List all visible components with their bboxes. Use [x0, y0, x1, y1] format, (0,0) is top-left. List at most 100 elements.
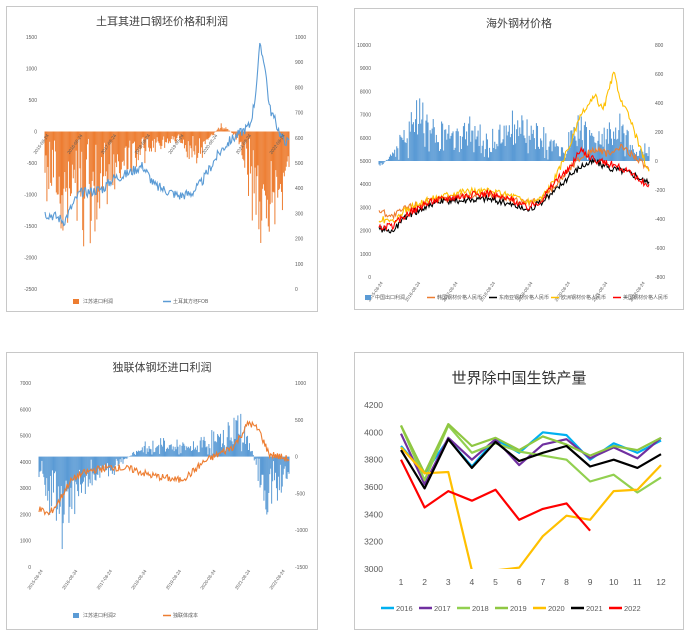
bar-mark: [121, 131, 123, 162]
bar-mark: [98, 456, 100, 469]
bar-mark: [137, 131, 139, 161]
bar-mark: [158, 131, 160, 144]
bar-mark: [496, 143, 498, 161]
legend-label: 欧洲钢材价格人民币: [561, 294, 606, 301]
bar-mark: [561, 147, 564, 161]
bar-mark: [159, 453, 161, 457]
bar-mark: [459, 136, 461, 161]
bar-mark: [623, 133, 625, 161]
bar-mark: [125, 456, 127, 459]
bar-mark: [205, 447, 207, 457]
y-left-tick-label: 5000: [360, 159, 371, 165]
bar-mark: [183, 443, 185, 457]
y-right-tick-label: 200: [655, 130, 664, 136]
bar-mark: [155, 447, 157, 457]
bar-mark: [503, 125, 505, 161]
bar-mark: [441, 121, 443, 161]
bar-mark: [144, 131, 146, 164]
y-left-tick-label: 8000: [360, 89, 371, 95]
bar-mark: [418, 123, 420, 161]
bar-mark: [638, 155, 640, 161]
bar-mark: [263, 131, 265, 185]
chart-title: 海外钢材价格: [486, 18, 552, 30]
bar-mark: [212, 131, 214, 136]
bar-mark: [406, 138, 408, 161]
bar-mark: [577, 115, 579, 161]
bar-mark: [579, 130, 581, 161]
bar-mark: [275, 456, 277, 473]
bar-mark: [549, 141, 551, 161]
legend-label: 江苏进口利润2: [83, 612, 116, 619]
y-left-tick-label: 7000: [20, 381, 31, 387]
bar-mark: [569, 147, 571, 161]
bar-mark: [70, 131, 72, 194]
x-tick-label: 2: [422, 577, 427, 587]
bar-mark: [111, 131, 113, 182]
y-left-tick-label: 7000: [360, 113, 371, 119]
bar-mark: [285, 131, 287, 167]
bar-mark: [67, 456, 69, 489]
bar-mark: [213, 131, 215, 136]
bar-mark: [120, 456, 122, 463]
bar-mark: [124, 456, 126, 459]
bar-mark: [268, 456, 270, 493]
bar-mark: [172, 446, 174, 457]
bar-mark: [507, 131, 509, 161]
bar-mark: [88, 456, 90, 480]
bar-mark: [537, 146, 540, 161]
bar-mark: [532, 129, 534, 161]
bar-mark: [155, 131, 157, 143]
bar-mark: [204, 131, 206, 145]
bar-mark: [58, 131, 60, 177]
bar-mark: [83, 456, 85, 478]
bar-mark: [217, 127, 219, 132]
bar-mark: [109, 131, 111, 181]
bar-mark: [117, 131, 119, 155]
bar-mark: [199, 440, 201, 457]
bar-mark: [185, 450, 187, 457]
bar-mark: [67, 131, 69, 223]
bar-mark: [221, 127, 223, 132]
bar-mark: [266, 456, 268, 515]
bar-mark: [554, 146, 556, 161]
legend-swatch: [365, 295, 371, 300]
bar-mark: [531, 133, 533, 161]
bar-mark: [118, 131, 119, 162]
bar-mark: [271, 131, 273, 203]
bar-mark: [181, 445, 183, 457]
bar-mark: [286, 456, 288, 480]
bar-mark: [65, 131, 67, 192]
bar-mark: [188, 446, 190, 457]
bar-mark: [478, 146, 480, 161]
bar-mark: [114, 131, 116, 190]
bar-mark: [590, 135, 592, 161]
bar-mark: [574, 136, 576, 161]
bar-mark: [252, 454, 254, 457]
bar-mark: [277, 131, 279, 198]
bar-mark: [207, 131, 209, 140]
bar-mark: [194, 131, 196, 155]
bar-mark: [58, 456, 60, 514]
bar-mark: [101, 131, 103, 158]
bar-mark: [123, 131, 125, 166]
bar-mark: [264, 456, 266, 491]
bar-mark: [51, 131, 53, 186]
bar-mark: [228, 130, 230, 132]
bar-mark: [396, 146, 398, 161]
bar-mark: [183, 131, 185, 149]
bar-mark: [437, 142, 439, 161]
bar-mark: [138, 451, 140, 457]
bar-mark: [285, 456, 287, 479]
legend-label: 独联体成本: [173, 612, 198, 619]
bar-mark: [206, 131, 208, 139]
bar-mark: [93, 456, 95, 475]
bar-mark: [645, 153, 647, 161]
bar-mark: [254, 131, 256, 168]
bar-mark: [160, 438, 162, 457]
bar-mark: [148, 131, 150, 148]
bar-mark: [246, 131, 248, 149]
bar-mark: [129, 131, 131, 141]
bar-mark: [388, 156, 390, 161]
bar-mark: [87, 131, 89, 139]
bar-mark: [191, 450, 193, 457]
